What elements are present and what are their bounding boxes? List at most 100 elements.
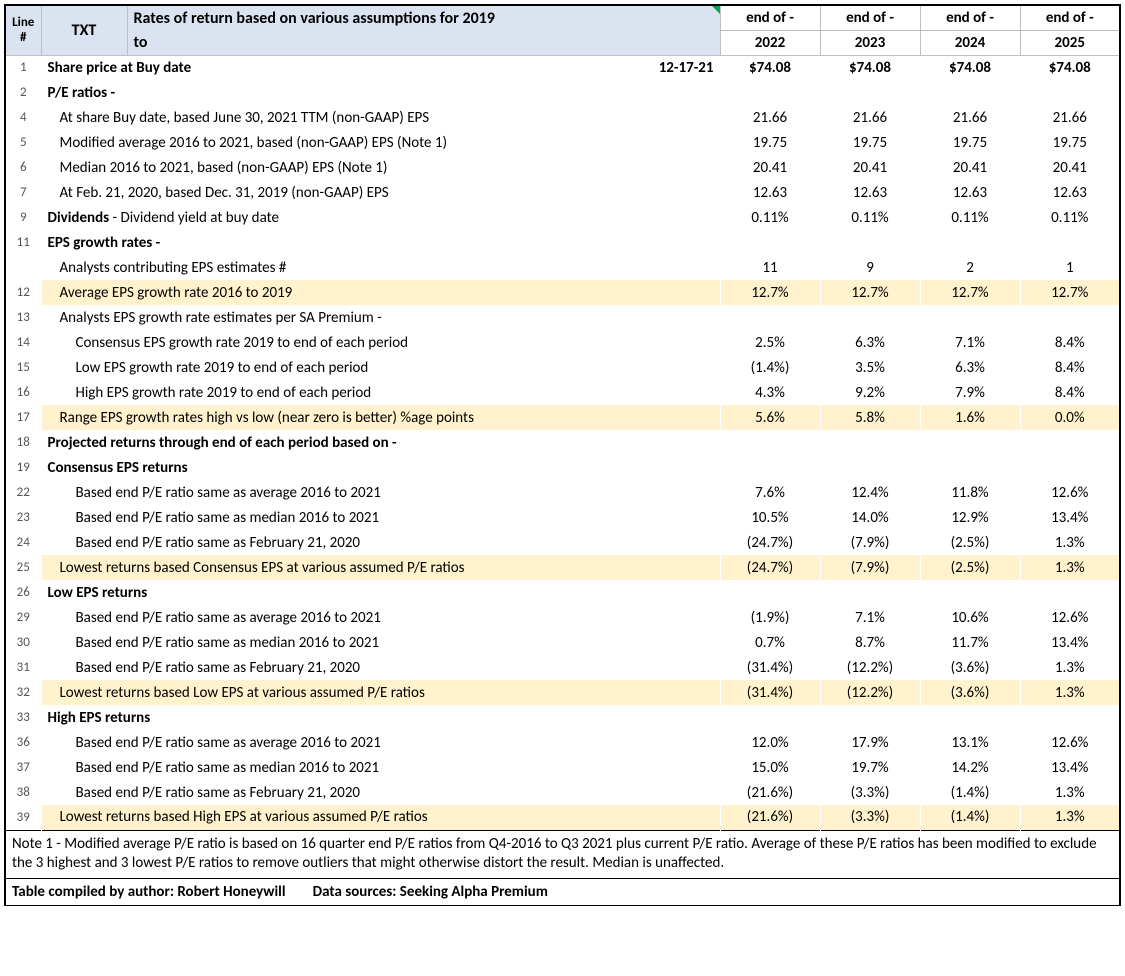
cell-value: 5.6% xyxy=(720,405,820,430)
line-number: 9 xyxy=(5,205,41,230)
cell-value: (2.5%) xyxy=(920,555,1020,580)
col-line: Line# xyxy=(5,5,41,55)
cell-value xyxy=(920,230,1020,255)
cell-value xyxy=(820,430,920,455)
cell-value: $74.08 xyxy=(920,55,1020,80)
cell-value xyxy=(920,305,1020,330)
line-number: 6 xyxy=(5,155,41,180)
line-number: 25 xyxy=(5,555,41,580)
cell-value: 13.4% xyxy=(1020,755,1120,780)
row-label: P/E ratios - xyxy=(41,80,720,105)
cell-value: 1.3% xyxy=(1020,655,1120,680)
cell-value: 1.6% xyxy=(920,405,1020,430)
cell-value xyxy=(1020,580,1120,605)
cell-value: 0.11% xyxy=(820,205,920,230)
cell-value: $74.08 xyxy=(720,55,820,80)
cell-value xyxy=(820,80,920,105)
cell-value xyxy=(720,705,820,730)
row-label: EPS growth rates - xyxy=(41,230,720,255)
cell-value: (31.4%) xyxy=(720,655,820,680)
cell-value: 7.9% xyxy=(920,380,1020,405)
table-row: 23Based end P/E ratio same as median 201… xyxy=(5,505,1120,530)
row-label: Projected returns through end of each pe… xyxy=(41,430,720,455)
cell-value: 12.4% xyxy=(820,480,920,505)
line-number: 23 xyxy=(5,505,41,530)
line-number: 7 xyxy=(5,180,41,205)
cell-value: 1 xyxy=(1020,255,1120,280)
line-number: 4 xyxy=(5,105,41,130)
row-label: Based end P/E ratio same as February 21,… xyxy=(41,780,720,805)
cell-value xyxy=(720,305,820,330)
line-number: 12 xyxy=(5,280,41,305)
cell-value: 12.7% xyxy=(920,280,1020,305)
cell-value xyxy=(1020,230,1120,255)
line-number: 38 xyxy=(5,780,41,805)
cell-value: 9.2% xyxy=(820,380,920,405)
table-row: 25Lowest returns based Consensus EPS at … xyxy=(5,555,1120,580)
cell-value: 20.41 xyxy=(920,155,1020,180)
cell-value: 21.66 xyxy=(1020,105,1120,130)
cell-value: 7.6% xyxy=(720,480,820,505)
table-row: 5Modified average 2016 to 2021, based (n… xyxy=(5,130,1120,155)
table-row: 9Dividends - Dividend yield at buy date0… xyxy=(5,205,1120,230)
col-txt: TXT xyxy=(41,5,127,55)
cell-value: 0.0% xyxy=(1020,405,1120,430)
row-label: Consensus EPS returns xyxy=(41,455,720,480)
col-desc-top: Rates of return based on various assumpt… xyxy=(127,5,720,30)
cell-value: 0.11% xyxy=(720,205,820,230)
row-label: High EPS growth rate 2019 to end of each… xyxy=(41,380,720,405)
row-label: Modified average 2016 to 2021, based (no… xyxy=(41,130,720,155)
cell-value xyxy=(920,455,1020,480)
row-label: Range EPS growth rates high vs low (near… xyxy=(41,405,720,430)
row-label: Median 2016 to 2021, based (non-GAAP) EP… xyxy=(41,155,720,180)
row-label: Based end P/E ratio same as average 2016… xyxy=(41,605,720,630)
table-row: 32Lowest returns based Low EPS at variou… xyxy=(5,680,1120,705)
table-row: 12Average EPS growth rate 2016 to 2019 12… xyxy=(5,280,1120,305)
cell-value xyxy=(1020,430,1120,455)
line-number: 5 xyxy=(5,130,41,155)
cell-value: (1.9%) xyxy=(720,605,820,630)
row-label: Analysts EPS growth rate estimates per S… xyxy=(41,305,720,330)
cell-value: 1.3% xyxy=(1020,780,1120,805)
cell-value xyxy=(920,430,1020,455)
table-row: 31Based end P/E ratio same as February 2… xyxy=(5,655,1120,680)
table-row: 37Based end P/E ratio same as median 201… xyxy=(5,755,1120,780)
col-year-1: 2023 xyxy=(820,30,920,55)
line-number: 32 xyxy=(5,680,41,705)
cell-value: 2.5% xyxy=(720,330,820,355)
col-year-top-0: end of - xyxy=(720,5,820,30)
cell-value: (3.6%) xyxy=(920,680,1020,705)
cell-value: (3.6%) xyxy=(920,655,1020,680)
row-label: Based end P/E ratio same as median 2016 … xyxy=(41,630,720,655)
cell-value: 1.3% xyxy=(1020,680,1120,705)
cell-value: (31.4%) xyxy=(720,680,820,705)
cell-value: 7.1% xyxy=(820,605,920,630)
cell-value: 10.6% xyxy=(920,605,1020,630)
row-label: Average EPS growth rate 2016 to 2019 xyxy=(41,280,720,305)
cell-value: 8.4% xyxy=(1020,330,1120,355)
table-row: 14Consensus EPS growth rate 2019 to end … xyxy=(5,330,1120,355)
table-row: 1Share price at Buy date12-17-21$74.08$7… xyxy=(5,55,1120,80)
cell-value: 20.41 xyxy=(1020,155,1120,180)
cell-value: 0.11% xyxy=(1020,205,1120,230)
cell-value: (12.2%) xyxy=(820,680,920,705)
table-row: 30Based end P/E ratio same as median 201… xyxy=(5,630,1120,655)
cell-value: 12.63 xyxy=(1020,180,1120,205)
cell-value xyxy=(720,430,820,455)
col-year-0: 2022 xyxy=(720,30,820,55)
table-row: 2P/E ratios - xyxy=(5,80,1120,105)
row-label: At Feb. 21, 2020, based Dec. 31, 2019 (n… xyxy=(41,180,720,205)
cell-value xyxy=(920,580,1020,605)
cell-value: 19.75 xyxy=(720,130,820,155)
line-number: 15 xyxy=(5,355,41,380)
table-row: 24Based end P/E ratio same as February 2… xyxy=(5,530,1120,555)
cell-value: 11.7% xyxy=(920,630,1020,655)
cell-value: 3.5% xyxy=(820,355,920,380)
cell-value: (2.5%) xyxy=(920,530,1020,555)
cell-value: 7.1% xyxy=(920,330,1020,355)
row-label: Low EPS returns xyxy=(41,580,720,605)
row-label: Based end P/E ratio same as February 21,… xyxy=(41,655,720,680)
cell-value: 1.3% xyxy=(1020,555,1120,580)
cell-value: 11 xyxy=(720,255,820,280)
line-number: 11 xyxy=(5,230,41,255)
